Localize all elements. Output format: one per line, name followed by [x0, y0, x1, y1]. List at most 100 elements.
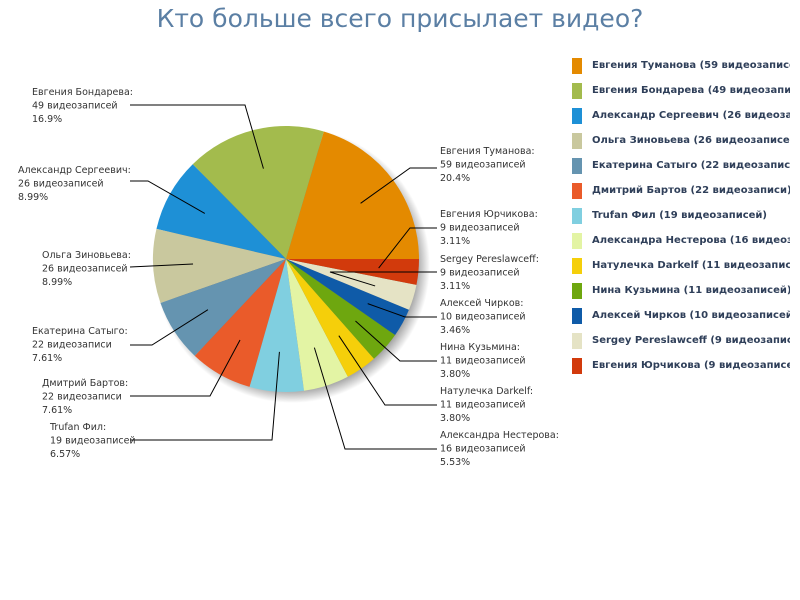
slice-label-count: 26 видеозаписей [18, 179, 104, 190]
legend-item[interactable]: Trufan Фил (19 видеозаписей) [572, 203, 790, 228]
leader-line [130, 351, 280, 441]
slice-label-name: Екатерина Сатыго: [32, 326, 128, 337]
slice-label-name: Александра Нестерова: [440, 430, 559, 441]
legend-label: Евгения Бондарева (49 видеозаписей) [592, 85, 790, 96]
legend-swatch [572, 107, 582, 124]
leader-line [130, 104, 264, 169]
legend-item[interactable]: Ольга Зиновьева (26 видеозаписей) [572, 128, 790, 153]
legend-label: Trufan Фил (19 видеозаписей) [592, 210, 767, 221]
legend-swatch [572, 157, 582, 174]
legend-swatch [572, 257, 582, 274]
slice-label-count: 16 видеозаписей [440, 444, 526, 455]
leader-line [313, 347, 437, 450]
slice-label-count: 59 видеозаписей [440, 160, 526, 171]
pie-slice[interactable] [286, 259, 374, 377]
leader-line [130, 339, 241, 397]
slice-label-name: Евгения Юрчикова: [440, 209, 538, 220]
leader-line [355, 320, 437, 362]
legend-swatch [572, 332, 582, 349]
legend-label: Александра Нестерова (16 видеозаписей) [592, 235, 790, 246]
legend-item[interactable]: Sergey Pereslawceff (9 видеозаписей) [572, 328, 790, 353]
pie-slice[interactable] [192, 125, 324, 259]
legend-label: Дмитрий Бартов (22 видеозаписи) [592, 185, 790, 196]
legend-label: Нина Кузьмина (11 видеозаписей) [592, 285, 790, 296]
leader-line [329, 271, 437, 287]
chart-title: Кто больше всего присылает видео? [156, 4, 644, 33]
leader-line [130, 309, 209, 346]
slice-label-percent: 3.80% [440, 369, 470, 380]
legend-swatch [572, 132, 582, 149]
legend-label: Sergey Pereslawceff (9 видеозаписей) [592, 335, 790, 346]
legend-item[interactable]: Екатерина Сатыго (22 видеозаписи) [572, 153, 790, 178]
pie-slice[interactable] [194, 259, 286, 387]
slice-label-count: 26 видеозаписей [42, 264, 128, 275]
legend-item[interactable]: Евгения Бондарева (49 видеозаписей) [572, 78, 790, 103]
legend-item[interactable]: Натулечка Darkelf (11 видеозаписей) [572, 253, 790, 278]
legend-swatch [572, 57, 582, 74]
legend-label: Ольга Зиновьева (26 видеозаписей) [592, 135, 790, 146]
slice-label-percent: 3.11% [440, 236, 470, 247]
legend-label: Евгения Юрчикова (9 видеозаписей) [592, 360, 790, 371]
slice-label-name: Евгения Туманова: [440, 146, 535, 157]
slice-label-percent: 7.61% [32, 353, 62, 364]
slice-label-percent: 8.99% [18, 192, 48, 203]
slice-label-name: Александр Сергеевич: [18, 165, 131, 176]
slice-label-percent: 6.57% [50, 449, 80, 460]
legend-label: Евгения Туманова (59 видеозаписей) [592, 60, 790, 71]
slice-label-percent: 20.4% [440, 173, 470, 184]
slice-label-count: 9 видеозаписей [440, 223, 520, 234]
slice-label-count: 10 видеозаписей [440, 312, 526, 323]
legend-swatch [572, 307, 582, 324]
pie-slice[interactable] [286, 259, 417, 310]
legend-swatch [572, 82, 582, 99]
legend-item[interactable]: Нина Кузьмина (11 видеозаписей) [572, 278, 790, 303]
slice-label-count: 19 видеозаписей [50, 436, 136, 447]
leader-line [367, 303, 437, 318]
legend: Евгения Туманова (59 видеозаписей) Евгени… [572, 53, 790, 378]
slice-label-name: Trufan Фил: [49, 422, 106, 433]
slice-label-percent: 3.46% [440, 325, 470, 336]
slice-label-name: Sergey Pereslawceff: [440, 254, 539, 265]
legend-swatch [572, 282, 582, 299]
leader-line [360, 167, 437, 204]
legend-swatch [572, 182, 582, 199]
slice-label-percent: 7.61% [42, 405, 72, 416]
slice-label-count: 9 видеозаписей [440, 268, 520, 279]
pie-slice[interactable] [286, 259, 348, 391]
legend-label: Натулечка Darkelf (11 видеозаписей) [592, 260, 790, 271]
pie-slice[interactable] [153, 228, 286, 303]
slice-label-percent: 3.80% [440, 413, 470, 424]
slice-label-count: 11 видеозаписей [440, 400, 526, 411]
legend-label: Алексей Чирков (10 видеозаписей) [592, 310, 790, 321]
slice-label-count: 49 видеозаписей [32, 101, 118, 112]
slice-label-name: Алексей Чирков: [440, 298, 523, 309]
slice-label-count: 11 видеозаписей [440, 356, 526, 367]
slice-label-percent: 8.99% [42, 277, 72, 288]
pie-slice[interactable] [249, 259, 305, 393]
slice-label-name: Евгения Бондарева: [32, 87, 133, 98]
leader-line [130, 180, 206, 214]
leader-line [378, 227, 437, 269]
legend-item[interactable]: Алексей Чирков (10 видеозаписей) [572, 303, 790, 328]
slice-label-count: 22 видеозаписи [32, 340, 112, 351]
pie-slice[interactable] [160, 259, 286, 356]
pie-slice[interactable] [156, 164, 286, 259]
pie-slice[interactable] [286, 259, 409, 336]
leader-line [338, 335, 437, 406]
legend-label: Александр Сергеевич (26 видеозаписей) [592, 110, 790, 121]
legend-item[interactable]: Александра Нестерова (16 видеозаписей) [572, 228, 790, 253]
legend-item[interactable]: Дмитрий Бартов (22 видеозаписи) [572, 178, 790, 203]
legend-item[interactable]: Александр Сергеевич (26 видеозаписей) [572, 103, 790, 128]
slice-label-name: Дмитрий Бартов: [42, 378, 128, 389]
legend-item[interactable]: Евгения Туманова (59 видеозаписей) [572, 53, 790, 78]
legend-swatch [572, 232, 582, 249]
pie-slice[interactable] [286, 131, 420, 259]
legend-swatch [572, 357, 582, 374]
legend-label: Екатерина Сатыго (22 видеозаписи) [592, 160, 790, 171]
slice-label-percent: 5.53% [440, 457, 470, 468]
legend-swatch [572, 207, 582, 224]
legend-item[interactable]: Евгения Юрчикова (9 видеозаписей) [572, 353, 790, 378]
slice-label-name: Натулечка Darkelf: [440, 386, 533, 397]
pie-slice[interactable] [286, 259, 396, 359]
